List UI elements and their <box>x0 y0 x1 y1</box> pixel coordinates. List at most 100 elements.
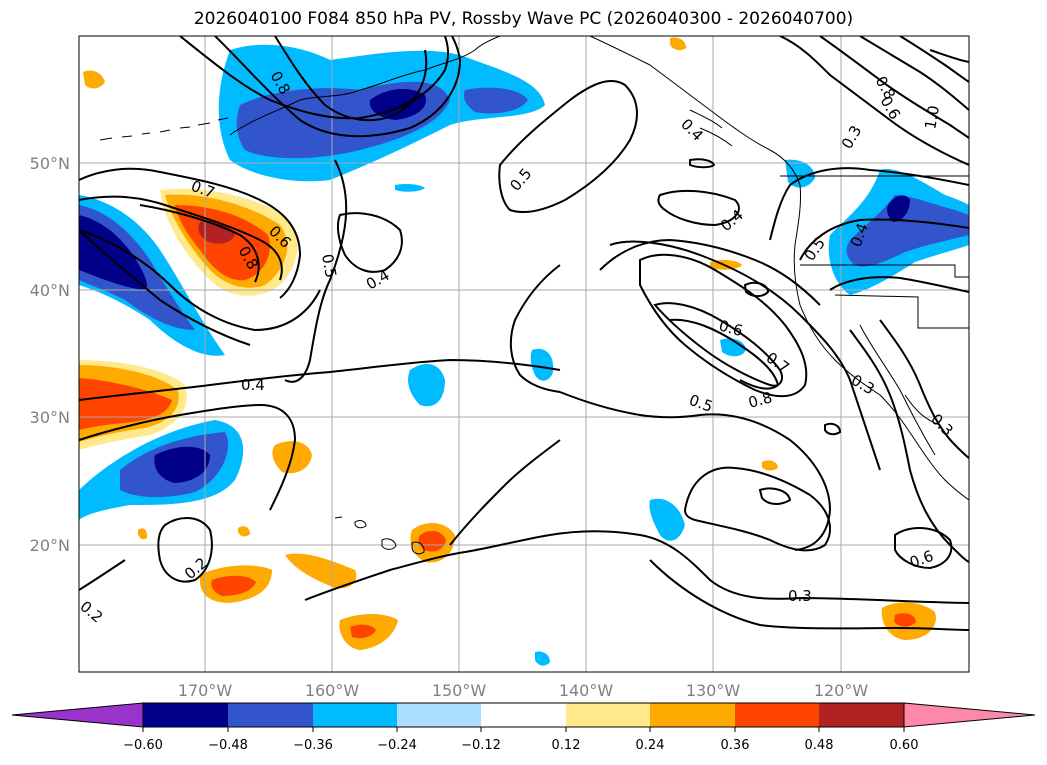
colorbar-tick-label: −0.48 <box>208 738 248 753</box>
longitude-label: 170°W <box>178 681 233 700</box>
north-america-coastline <box>589 36 969 501</box>
positive-anomaly-small-9 <box>762 460 778 471</box>
longitude-label: 130°W <box>686 681 741 700</box>
contour-east-5 <box>819 36 969 139</box>
colorbar-tick-label: 0.48 <box>805 738 834 753</box>
gulf-of-california <box>904 394 941 426</box>
contour-east-3 <box>829 276 969 293</box>
colorbar-extend-high <box>903 702 1036 728</box>
contour-south-1 <box>304 530 969 604</box>
contour-north-1 <box>179 36 449 120</box>
colorbar-segment <box>650 703 735 727</box>
latitude-labels: 50°N 40°N 30°N 20°N <box>30 154 70 555</box>
contour-sw-2 <box>879 319 969 459</box>
negative-anomaly-north-west <box>229 46 300 95</box>
contour-label: 0.4 <box>241 376 265 394</box>
contour-east-8 <box>929 49 969 63</box>
longitude-label: 160°W <box>305 681 360 700</box>
colorbar-segment <box>819 703 904 727</box>
colorbar-tick-label: −0.12 <box>461 738 501 753</box>
negative-anomaly-east-core <box>846 195 969 267</box>
latitude-label: 50°N <box>30 154 70 173</box>
negative-anomaly-small-2 <box>530 348 554 381</box>
latitude-label: 20°N <box>30 536 70 555</box>
contour-07-loop <box>653 302 783 387</box>
coastlines <box>99 36 969 555</box>
colorbar-segment <box>313 703 397 727</box>
longitude-label: 120°W <box>814 681 869 700</box>
colorbar-tick-label: 0.36 <box>721 738 750 753</box>
contour-04-upper <box>79 229 251 346</box>
colorbar-tick-label: 0.60 <box>890 738 919 753</box>
positive-anomaly-small-7 <box>83 70 105 89</box>
contour-east-4 <box>779 36 969 166</box>
latitude-label: 30°N <box>30 408 70 427</box>
negative-anomaly-east-max <box>887 195 910 222</box>
contour-label: 0.5 <box>318 253 340 280</box>
contour-label: 0.3 <box>788 587 812 605</box>
negative-anomaly-small-5 <box>395 184 425 192</box>
aleutian-islands <box>99 117 229 141</box>
contour-02-loop <box>157 517 213 583</box>
negative-anomaly-southwest-max <box>154 446 210 483</box>
contour-south-3 <box>649 559 969 631</box>
colorbar-segment <box>481 703 566 727</box>
longitude-label: 140°W <box>559 681 614 700</box>
colorbar-tick-label: −0.24 <box>377 738 417 753</box>
baja-coastline <box>859 324 936 456</box>
positive-anomaly-small-3-core <box>211 575 256 596</box>
alaska-coastline <box>229 36 501 136</box>
contour-loop-small-1 <box>689 158 716 169</box>
hawaii-island-2 <box>354 520 367 529</box>
contour-06 <box>79 195 283 281</box>
colorbar-segment <box>566 703 650 727</box>
hawaii-island-3 <box>334 516 343 519</box>
contour-05-big <box>284 159 348 383</box>
positive-anomaly-small-12 <box>138 528 148 540</box>
positive-anomaly-small-2-core <box>418 530 446 552</box>
colorbar: −0.60 −0.48 −0.36 −0.24 −0.12 0.12 0.24 … <box>11 702 1036 753</box>
negative-anomaly-small-4 <box>720 338 746 357</box>
gridlines <box>79 36 969 672</box>
contour-03-west <box>79 403 297 511</box>
contour-east-7 <box>899 36 969 83</box>
latitude-label: 40°N <box>30 281 70 300</box>
colorbar-segment <box>735 703 819 727</box>
contour-sw-3 <box>894 527 953 570</box>
positive-anomaly-small-10 <box>670 37 686 51</box>
contour-05-mid <box>609 240 881 471</box>
colorbar-tick-label: 0.24 <box>636 738 665 753</box>
contour-label: 1.0 <box>921 104 943 131</box>
negative-anomaly-east-north <box>785 159 815 188</box>
contour-west-loop <box>79 229 321 332</box>
negative-anomaly-west-max <box>79 215 147 290</box>
colorbar-segment <box>143 703 228 727</box>
colorbar-tick-label: −0.36 <box>293 738 333 753</box>
positive-anomaly-small-11 <box>238 526 250 537</box>
contour-07 <box>79 167 302 299</box>
positive-anomaly-small-4 <box>285 553 357 589</box>
contour-05-north <box>498 80 638 213</box>
negative-anomaly-small-3 <box>649 498 685 541</box>
map-title: 2026040100 F084 850 hPa PV, Rossby Wave … <box>193 9 854 29</box>
contour-loop-small-5 <box>657 189 740 227</box>
contour-02-west <box>79 559 126 591</box>
state-boundary-1 <box>800 264 969 278</box>
longitude-label: 150°W <box>432 681 487 700</box>
positive-anomaly-small-6-core <box>894 613 916 627</box>
colorbar-tick-label: −0.60 <box>123 738 163 753</box>
hawaii-island-4 <box>411 541 425 555</box>
contour-loop-small-2 <box>743 281 770 298</box>
contour-north-2 <box>214 36 462 138</box>
contour-08-loop <box>669 318 780 390</box>
contour-08 <box>139 204 260 283</box>
contour-east-6 <box>859 36 969 111</box>
colorbar-frame <box>142 702 905 728</box>
colorbar-extend-low <box>11 702 144 728</box>
longitude-labels: 170°W 160°W 150°W 140°W 130°W 120°W <box>178 681 869 700</box>
contour-06-loop <box>639 253 808 398</box>
map-plot-area: 0.8 0.7 0.6 0.8 0.5 0.4 0.5 0.4 0.4 0.6 … <box>79 36 969 672</box>
colorbar-tick-label: 0.12 <box>552 738 581 753</box>
contour-south-2 <box>449 439 561 546</box>
